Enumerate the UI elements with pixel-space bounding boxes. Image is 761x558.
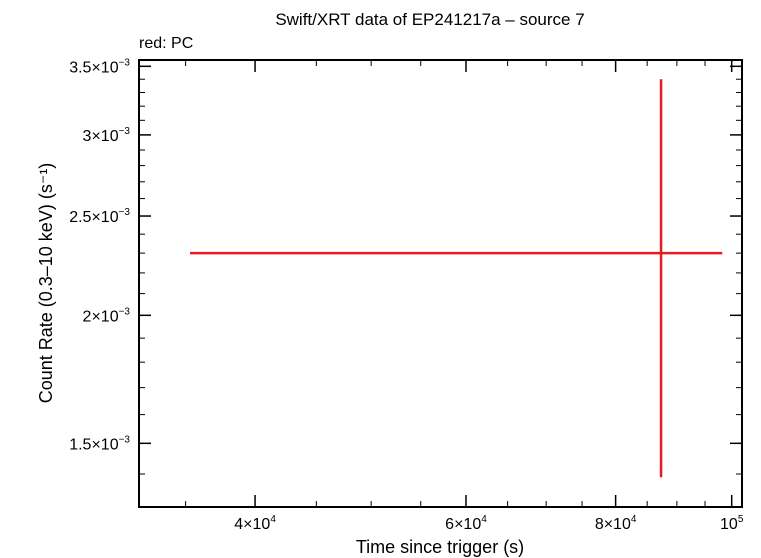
y-tick-label: 3×10−3: [83, 126, 131, 145]
chart-subtitle: red: PC: [139, 35, 193, 52]
x-tick-label: 4×104: [234, 514, 276, 533]
x-tick-label: 105: [720, 514, 744, 533]
data-marks: [190, 79, 723, 478]
x-tick-label: 6×104: [445, 514, 487, 533]
y-axis-label: Count Rate (0.3–10 keV) (s⁻¹): [36, 163, 56, 404]
plot-frame: [138, 59, 743, 508]
y-tick-label: 2.5×10−3: [69, 207, 130, 226]
axis-ticks: [139, 60, 742, 507]
axis-tick-labels: 4×104 6×104 8×104 105 1.5×10−3 2×10−3 2.5×10−3…: [69, 57, 744, 533]
y-tick-label: 1.5×10−3: [69, 434, 130, 453]
chart-title: Swift/XRT data of EP241217a – source 7: [275, 10, 584, 29]
x-tick-label: 8×104: [595, 514, 637, 533]
y-tick-label: 3.5×10−3: [69, 57, 130, 76]
y-tick-label: 2×10−3: [83, 306, 131, 325]
x-axis-label: Time since trigger (s): [356, 537, 524, 557]
